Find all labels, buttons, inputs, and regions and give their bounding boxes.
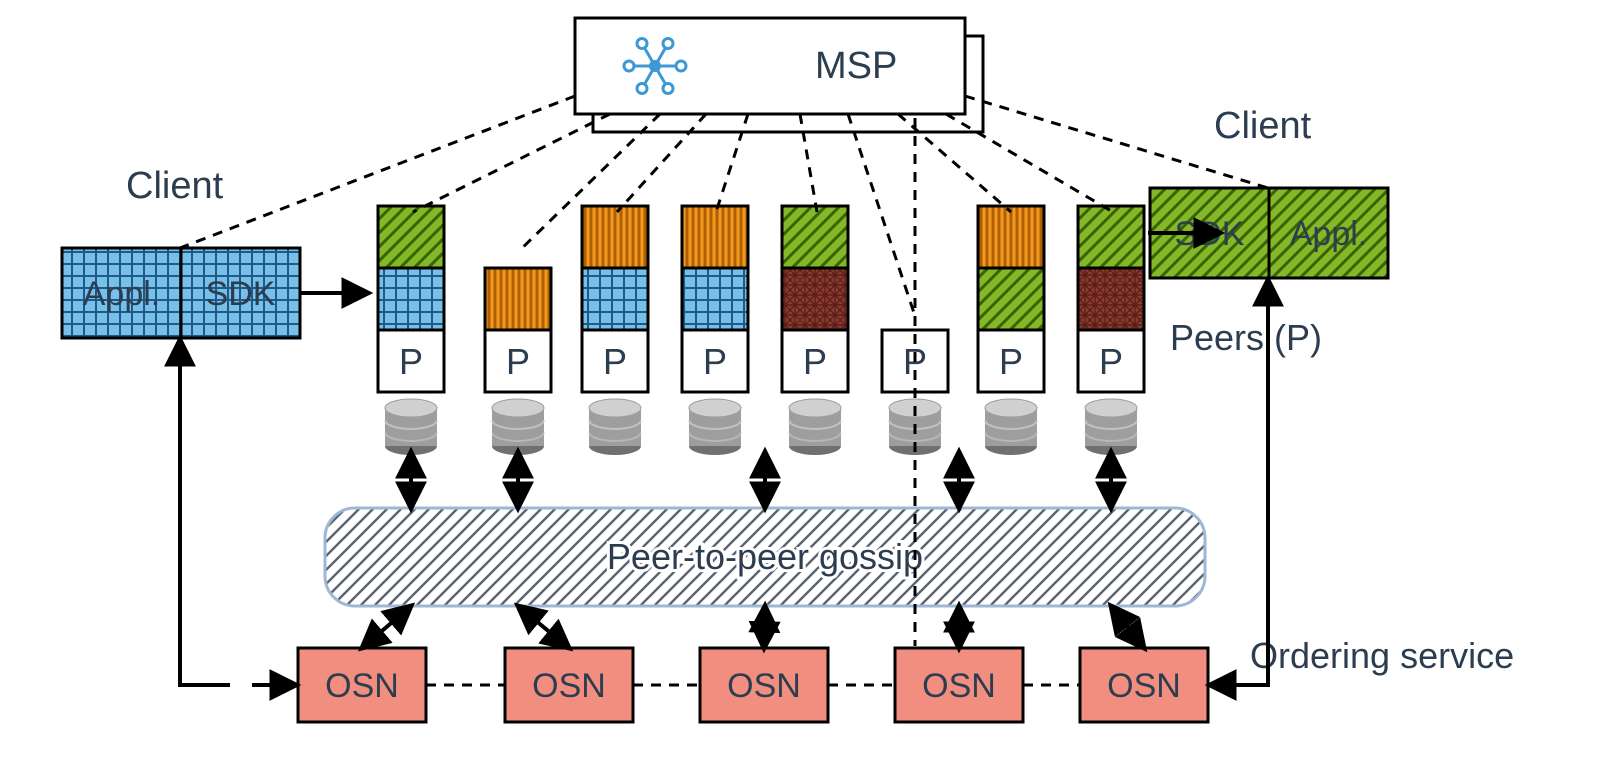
osn-label: OSN xyxy=(727,667,801,705)
peer: P xyxy=(485,268,551,455)
msp-box: MSP xyxy=(575,18,983,132)
peer-segment xyxy=(682,268,748,330)
peer: P xyxy=(782,206,848,455)
peer-segment xyxy=(485,268,551,330)
peer-segment xyxy=(582,268,648,330)
gossip-box: Peer-to-peer gossip xyxy=(325,508,1205,606)
osn-label: OSN xyxy=(1107,667,1181,705)
peer-label: P xyxy=(703,341,727,382)
peer-segment xyxy=(782,206,848,268)
peer-segment xyxy=(978,268,1044,330)
client-right-cell-label: Appl. xyxy=(1290,215,1368,253)
client-left-cell-label: SDK xyxy=(206,275,276,313)
client-left-cell-label: Appl. xyxy=(83,275,161,313)
osn-box: OSN xyxy=(1080,648,1208,722)
db-icon xyxy=(789,399,841,455)
peer-segment xyxy=(378,268,444,330)
peer: P xyxy=(978,206,1044,455)
peer-segment xyxy=(582,206,648,268)
db-icon xyxy=(1085,399,1137,455)
db-icon xyxy=(589,399,641,455)
osn-box: OSN xyxy=(505,648,633,722)
db-icon xyxy=(689,399,741,455)
peers-legend: Peers (P) xyxy=(1170,317,1322,358)
osn-label: OSN xyxy=(922,667,996,705)
osn-box: OSN xyxy=(298,648,426,722)
osn-box: OSN xyxy=(700,648,828,722)
msp-label: MSP xyxy=(815,45,897,87)
peer: P xyxy=(682,206,748,455)
peer-segment xyxy=(1078,268,1144,330)
osn-label: OSN xyxy=(325,667,399,705)
peer-label: P xyxy=(1099,341,1123,382)
peer: P xyxy=(378,206,444,455)
peer-label: P xyxy=(999,341,1023,382)
peer: P xyxy=(582,206,648,455)
peer-label: P xyxy=(603,341,627,382)
gossip-label: Peer-to-peer gossip xyxy=(607,536,923,577)
osn-box: OSN xyxy=(895,648,1023,722)
ordering-label: Ordering service xyxy=(1250,635,1514,676)
client-left: Client Appl. SDK xyxy=(62,165,300,338)
peer-segment xyxy=(782,268,848,330)
peer-label: P xyxy=(506,341,530,382)
db-icon xyxy=(385,399,437,455)
client-left-title: Client xyxy=(126,165,224,207)
peer-segment xyxy=(682,206,748,268)
peer: P xyxy=(1078,206,1144,455)
client-right-title: Client xyxy=(1214,105,1312,147)
osn-label: OSN xyxy=(532,667,606,705)
db-icon xyxy=(492,399,544,455)
peer-label: P xyxy=(803,341,827,382)
client-right: ClientSDKAppl. xyxy=(1150,105,1388,278)
db-icon xyxy=(985,399,1037,455)
peer-label: P xyxy=(399,341,423,382)
peer-segment xyxy=(378,206,444,268)
peer-segment xyxy=(978,206,1044,268)
peer-segment xyxy=(1078,206,1144,268)
